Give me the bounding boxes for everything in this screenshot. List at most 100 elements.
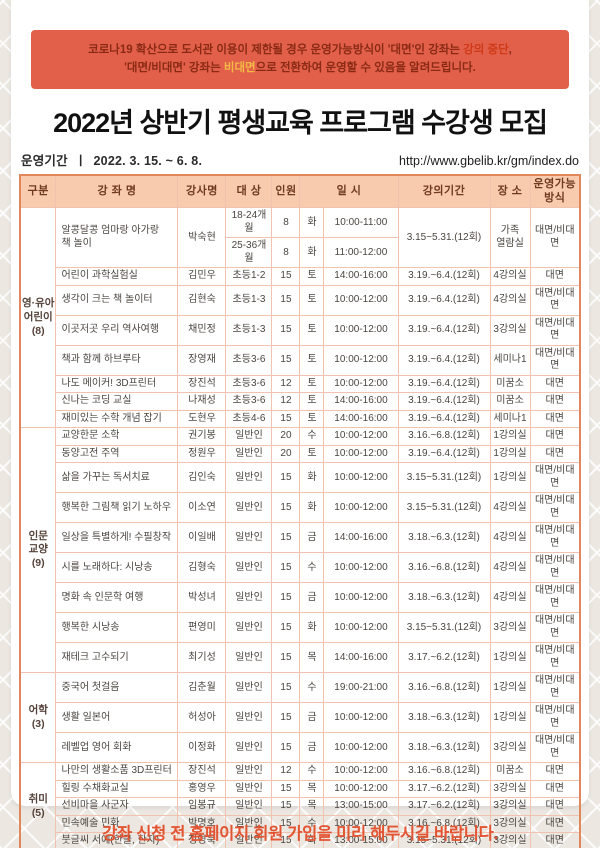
notice-line2: '대면/비대면' 강좌는 비대면으로 전환하여 운영할 수 있음을 알려드립니다… <box>41 59 559 77</box>
cell-day: 수 <box>299 672 325 704</box>
notice-text-segment: , <box>508 44 512 56</box>
cell-mode: 대면 <box>529 832 581 848</box>
cell-place: 가족 열람실 <box>489 207 531 269</box>
cell-capacity: 15 <box>271 552 301 584</box>
cell-mode: 대면 <box>529 374 581 394</box>
cell-target: 일반인 <box>225 444 273 464</box>
cell-course-name: 중국어 첫걸음 <box>55 672 179 704</box>
cell-time: 10:00-12:00 <box>323 762 399 781</box>
cell-time: 10:00-12:00 <box>323 462 399 494</box>
cell-capacity: 12 <box>271 374 301 394</box>
header-period: 강의기간 <box>397 174 491 209</box>
header-instructor: 강사명 <box>177 174 227 209</box>
cell-category: 영·유아 어린이 (8) <box>19 207 57 429</box>
header-target: 대 상 <box>225 174 273 209</box>
cell-day: 목 <box>299 779 325 799</box>
covid-notice-banner: 코로나19 확산으로 도서관 이용이 제한될 경우 운영가능방식이 '대면'인 … <box>31 30 569 89</box>
cell-time: 13:00-15:00 <box>323 797 399 816</box>
cell-day: 금 <box>299 522 325 554</box>
table-row: 행복한 시낭송 편영미 일반인 15 화 10:00-12:00 3.15~5.31.(12… <box>20 612 581 644</box>
cell-instructor: 김인숙 <box>177 462 227 494</box>
header-capacity: 인원 <box>271 174 301 209</box>
cell-course-name: 힐링 수채화교실 <box>55 779 179 799</box>
cell-place: 4강의실 <box>489 267 531 286</box>
cell-time: 14:00-16:00 <box>323 409 399 429</box>
cell-course-name: 행복한 그림책 읽기 노하우 <box>55 492 179 524</box>
cell-course-name: 나만의 생활소품 3D프린터 <box>55 762 179 781</box>
cell-target: 일반인 <box>225 797 273 816</box>
cell-place: 세미나1 <box>489 409 531 429</box>
cell-capacity: 15 <box>271 672 301 704</box>
cell-mode: 대면 <box>529 797 581 816</box>
table-row: 일상을 특별하게! 수필창작 이일배 일반인 15 금 14:00-16:00 3.18.~… <box>20 522 581 554</box>
table-row: 시를 노래하다: 시낭송 김형숙 일반인 15 수 10:00-12:00 3.16.~6.… <box>20 552 581 584</box>
cell-day: 화 <box>299 462 325 494</box>
cell-place: 3강의실 <box>489 797 531 816</box>
cell-period: 3.18.~6.3.(12회) <box>397 522 491 554</box>
table-row: 명화 속 인문학 여행 박성녀 일반인 15 금 10:00-12:00 3.18.~6.3… <box>20 582 581 614</box>
cell-target: 초등1-3 <box>225 284 273 316</box>
cell-period: 3.19.~6.4.(12회) <box>397 444 491 464</box>
cell-instructor: 장영재 <box>177 344 227 376</box>
table-row: 행복한 그림책 읽기 노하우 이소연 일반인 15 화 10:00-12:00 3.15~5… <box>20 492 581 524</box>
cell-target: 일반인 <box>225 702 273 734</box>
cell-course-name: 재테크 고수되기 <box>55 642 179 674</box>
cell-instructor: 박성녀 <box>177 582 227 614</box>
cell-day: 토 <box>299 444 325 464</box>
cell-mode: 대면/비대면 <box>529 284 581 316</box>
cell-mode: 대면 <box>529 427 581 446</box>
cell-capacity: 15 <box>271 612 301 644</box>
cell-period: 3.19.~6.4.(12회) <box>397 314 491 346</box>
cell-instructor: 권기봉 <box>177 427 227 446</box>
cell-mode: 대면/비대면 <box>529 732 581 764</box>
table-row: 나도 메이커! 3D프린터 장진석 초등3-6 12 토 10:00-12:00 3.19.… <box>20 374 581 394</box>
cell-place: 1강의실 <box>489 672 531 704</box>
cell-period: 3.15~5.31.(12회) <box>397 207 491 269</box>
cell-target: 초등3-6 <box>225 374 273 394</box>
cell-target: 18-24개월 <box>225 207 273 239</box>
cell-time: 10:00-11:00 <box>323 207 399 239</box>
cell-time: 10:00-12:00 <box>323 582 399 614</box>
cell-place: 1강의실 <box>489 642 531 674</box>
cell-day: 화 <box>299 612 325 644</box>
cell-period: 3.17.~6.2.(12회) <box>397 779 491 799</box>
cell-capacity: 15 <box>271 462 301 494</box>
header-mode: 운영가능방식 <box>529 174 581 209</box>
table-row: 어학 (3) 중국어 첫걸음 김춘월 일반인 15 수 19:00-21:00 3.16.~6… <box>19 672 581 764</box>
cell-mode: 대면/비대면 <box>529 672 581 704</box>
cell-course-name: 붓글씨 서예(한글, 한자) <box>55 832 179 848</box>
cell-time: 14:00-16:00 <box>323 642 399 674</box>
cell-course-name: 생활 일본어 <box>55 702 179 734</box>
cell-day: 목 <box>299 642 325 674</box>
cell-mode: 대면 <box>529 267 581 286</box>
separator: ㅣ <box>74 153 87 168</box>
table-row: 동양고전 주역 정원우 일반인 20 토 10:00-12:00 3.19.~6.4.(12… <box>20 444 581 464</box>
table-row: 힐링 수채화교실 홍영우 일반인 15 목 10:00-12:00 3.17.~6.2.(1… <box>20 779 581 799</box>
cell-time: 14:00-16:00 <box>323 267 399 286</box>
operation-period-label: 운영기간 <box>21 153 68 168</box>
cell-target: 일반인 <box>225 779 273 799</box>
table-row: 영·유아 어린이 (8) 알콩달콩 엄마랑 아가랑 책 놀이 박숙현 18-24개월 8… <box>19 207 581 429</box>
cell-target: 일반인 <box>225 552 273 584</box>
cell-target: 초등4-6 <box>225 409 273 429</box>
website-url-link[interactable]: http://www.gbelib.kr/gm/index.do <box>399 153 579 168</box>
table-row: 레벨업 영어 회화 이정화 일반인 15 금 10:00-12:00 3.18.~6.3.(… <box>20 732 581 764</box>
cell-course-name: 생각이 크는 책 놀이터 <box>55 284 179 316</box>
program-table: 구분 강 좌 명 강사명 대 상 인원 일 시 강의기간 장 소 운영가능방식 … <box>18 173 581 848</box>
cell-time: 10:00-12:00 <box>323 492 399 524</box>
cell-category: 취미 (5) <box>19 762 57 848</box>
cell-target: 일반인 <box>225 612 273 644</box>
cell-time: 10:00-12:00 <box>323 284 399 316</box>
cell-mode: 대면/비대면 <box>529 344 581 376</box>
cell-day: 토 <box>299 284 325 316</box>
cell-period: 3.15~5.31.(12회) <box>397 612 491 644</box>
cell-place: 3강의실 <box>489 314 531 346</box>
cell-instructor: 김민우 <box>177 267 227 286</box>
cell-capacity: 15 <box>271 522 301 554</box>
cell-instructor: 박숙현 <box>177 207 227 269</box>
table-row: 민속예술 민화 박명호 일반인 15 수 10:00-12:00 3.16.~6.8.(12… <box>20 814 581 834</box>
cell-instructor: 나재성 <box>177 392 227 411</box>
cell-place: 3강의실 <box>489 612 531 644</box>
cell-target: 일반인 <box>225 582 273 614</box>
notice-text-segment: 비대면 <box>223 62 256 75</box>
